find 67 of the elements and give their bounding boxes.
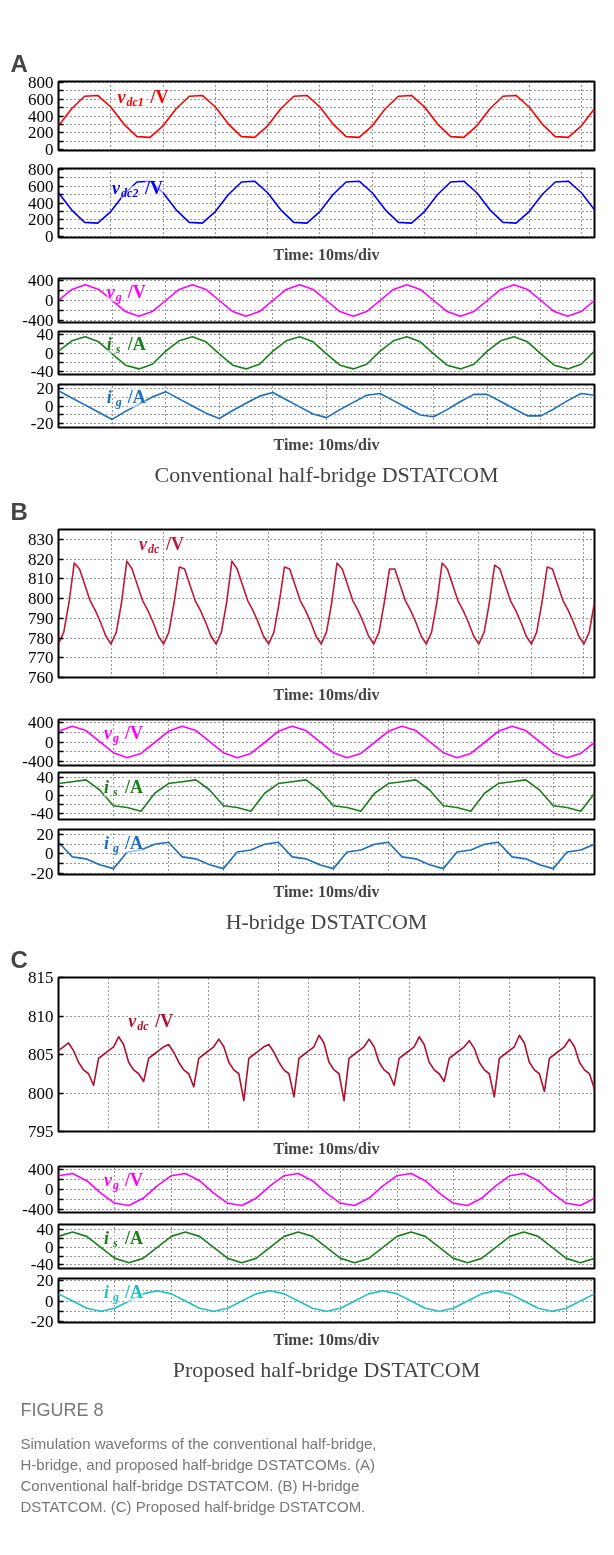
line-series [58,1172,595,1207]
line-series [58,389,595,421]
y-tick-label: 790 [28,608,54,628]
y-tick-label: 800 [28,72,54,92]
y-tick-label: 0 [45,291,54,310]
y-tick-label: 800 [28,589,54,609]
x-axis-title: Time: 10ms/div [273,1330,380,1348]
y-tick-label: 0 [45,227,54,247]
y-tick-label: 40 [36,1220,54,1240]
line-series [58,1034,595,1102]
y-tick-label: 780 [28,628,54,648]
y-tick-label: 200 [28,123,54,143]
y-tick-label: 810 [28,1006,54,1026]
y-tick-label: 200 [28,210,54,230]
line-series [58,725,595,759]
y-tick-label: 600 [28,89,54,109]
y-tick-label: -20 [30,414,54,434]
y-tick-label: 800 [28,1083,54,1103]
y-tick-label: 400 [28,1159,54,1179]
y-tick-label: 800 [28,159,54,179]
y-tick-label: 0 [45,140,54,160]
y-tick-label: 0 [45,732,54,752]
y-tick-label: 400 [28,271,54,291]
x-axis-title: Time: 10ms/div [273,882,380,900]
y-tick-label: 810 [28,569,54,589]
y-tick-label: 0 [45,396,54,416]
y-tick-label: -400 [22,1200,54,1220]
y-tick-label: 830 [28,529,54,549]
line-series [58,335,595,370]
y-tick-label: -40 [30,804,54,824]
x-axis-title: Time: 10ms/div [273,685,380,703]
x-axis-title: Time: 10ms/div [273,245,380,263]
y-tick-label: 770 [28,648,54,668]
y-tick-label: 815 [28,968,54,987]
y-tick-label: -20 [30,1311,54,1331]
y-tick-label: 0 [45,786,54,806]
line-series [58,560,595,645]
caption: FIGURE 8 [20,1399,104,1420]
series-label: ig /A [106,387,146,410]
line-series [58,1231,595,1264]
y-tick-label: 20 [36,824,54,844]
y-tick-label: 805 [28,1045,54,1064]
y-tick-label: 0 [45,343,54,363]
y-tick-label: -20 [30,864,54,884]
y-tick-label: 760 [28,668,54,687]
series-label: is /A [106,334,146,357]
y-tick-label: 600 [28,176,54,196]
y-tick-label: 0 [45,1237,54,1257]
y-tick-label: 400 [28,106,54,126]
y-tick-label: -400 [22,310,54,330]
y-tick-label: 820 [28,549,54,569]
chart-title: A [10,49,28,77]
y-tick-label: 0 [45,1180,54,1199]
text: H-bridge DSTATCOM [225,908,428,934]
chart-title: B [10,497,28,525]
chart-title: C [10,945,28,973]
line-series [58,779,595,813]
x-axis-title: Time: 10ms/div [273,1139,380,1157]
text: Conventional half-bridge DSTATCOM [154,461,499,487]
y-tick-label: 400 [28,193,54,213]
y-tick-label: 0 [45,844,54,864]
y-tick-label: 795 [28,1122,54,1141]
text: Proposed half-bridge DSTATCOM [172,1356,481,1382]
x-axis-title: Time: 10ms/div [273,435,380,453]
y-tick-label: 400 [28,712,54,732]
text: Simulation waveforms of the conventional half-bridge, H-bridge, and proposed half-bridge DSTATCOMs. (A) Conventional half-bridge DSTATCOM. (B) H-bridge DSTATCOM. (C) Proposed half-bridge DSTATCOM. [20,1434,377,1515]
y-tick-label: 0 [45,1291,54,1311]
